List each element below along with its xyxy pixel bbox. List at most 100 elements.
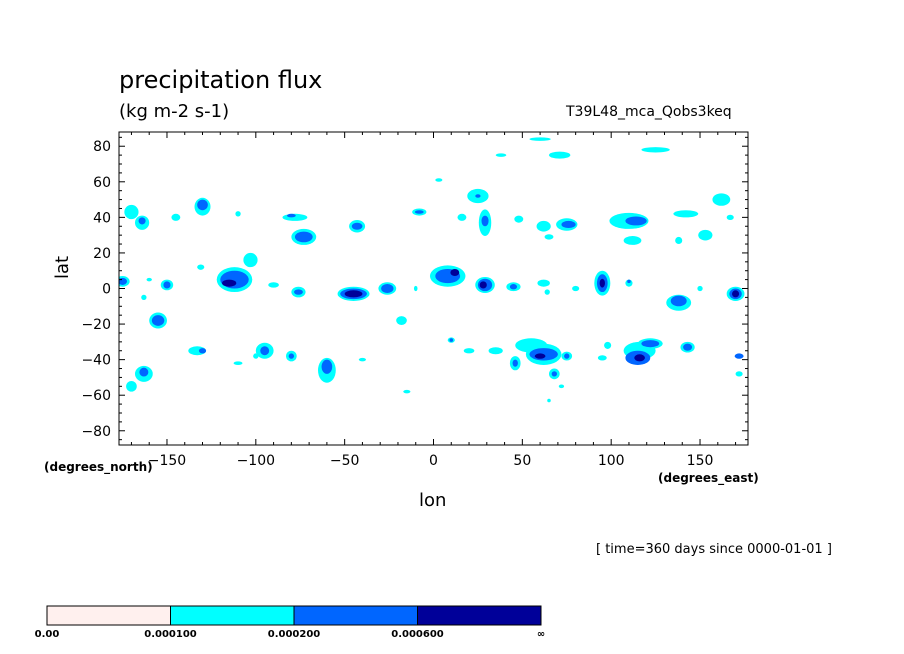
contour-region [536,220,551,232]
contour-region [534,353,546,359]
contour-region [475,194,481,198]
contour-fills [119,137,745,403]
contour-region [288,353,295,359]
contour-region [198,348,207,354]
colorbar: 0.00 0.000100 0.000200 0.000600 ∞ [35,605,545,640]
contour-region [697,285,703,292]
contour-region [623,236,642,245]
contour-region [141,294,147,301]
y-tick-label: 40 [93,210,111,226]
contour-region [243,252,258,268]
y-tick-label: −40 [81,353,111,369]
contour-region [449,338,454,342]
contour-region [509,284,518,290]
contour-region [222,279,237,287]
y-tick-label: 80 [93,139,111,155]
contour-region [260,346,270,356]
contour-region [712,193,731,206]
contour-region [124,204,139,220]
contour-region [450,268,460,277]
contour-region [597,355,607,361]
colorbar-segment [170,605,295,626]
contour-region [625,216,647,226]
y-tick-label: −60 [81,388,111,404]
contour-region [197,199,208,211]
x-tick-label: 150 [687,453,714,469]
contour-region [698,229,713,241]
x-tick-label: −100 [237,453,275,469]
run-label: T39L48_mca_Qobs3keq [566,104,732,120]
contour-region [479,281,487,289]
colorbar-label: 0.000200 [268,629,321,640]
contour-region [641,340,660,348]
contour-region [734,353,744,359]
contour-region [294,289,303,295]
contour-region [435,178,443,182]
contour-region [599,278,605,288]
contour-region [558,384,565,389]
contour-region [564,353,570,359]
contour-region [321,359,333,374]
x-tick-label: 50 [513,453,531,469]
axis-ticks: −150 −100 −50 0 50 100 150 −80 −60 −40 −20 0 20 40 60 8… [81,132,748,469]
colorbar-segment [293,605,418,626]
y-tick-label: 60 [93,175,111,191]
chart-title: precipitation flux [119,66,323,94]
colorbar-label: ∞ [537,629,545,640]
contour-region [235,211,241,217]
contour-region [126,380,137,392]
contour-region [233,361,243,365]
contour-region [495,153,507,157]
time-note: [ time=360 days since 0000-01-01 ] [596,542,832,557]
contour-region [544,289,550,295]
x-tick-label: 0 [429,453,438,469]
contour-region [294,231,313,243]
contour-region [544,234,554,240]
colorbar-segment [417,605,542,626]
colorbar-label: 0.00 [35,629,60,640]
contour-region [726,214,734,221]
contour-region [463,348,475,354]
contour-region [673,210,699,218]
contour-region [572,285,580,292]
contour-region [514,215,524,223]
contour-region [413,285,418,292]
contour-region [403,389,411,394]
plot-frame [118,131,749,446]
contour-region [396,316,407,325]
contour-region [344,290,363,298]
contour-region [163,281,171,289]
contour-region [151,315,165,326]
contour-region [561,220,576,229]
contour-region [548,151,571,159]
contour-region [634,354,645,362]
contour-region [171,213,181,221]
x-unit-label: (degrees_east) [658,471,759,485]
contour-region [139,367,149,377]
contour-region [551,371,557,377]
x-tick-label: −50 [330,453,360,469]
contour-region [641,147,670,153]
contour-region [457,213,467,221]
contour-region [358,357,366,362]
y-unit-label: (degrees_north) [44,460,153,474]
contour-region [604,341,612,349]
units-label: (kg m-2 s-1) [119,101,230,122]
contour-region [627,279,631,284]
contour-region [268,282,279,288]
contour-region [735,371,743,377]
contour-region [529,137,551,141]
contour-region [481,215,489,227]
contour-region [414,210,424,214]
contour-region [488,347,503,355]
contour-region [512,359,518,367]
contour-region [547,398,551,403]
contour-region [381,284,394,293]
contour-region [675,236,683,245]
colorbar-segment [46,605,171,626]
contour-region [732,290,740,298]
x-tick-label: 100 [598,453,625,469]
contour-region [197,264,205,270]
y-tick-label: 20 [93,246,111,262]
contour-region [683,343,693,351]
